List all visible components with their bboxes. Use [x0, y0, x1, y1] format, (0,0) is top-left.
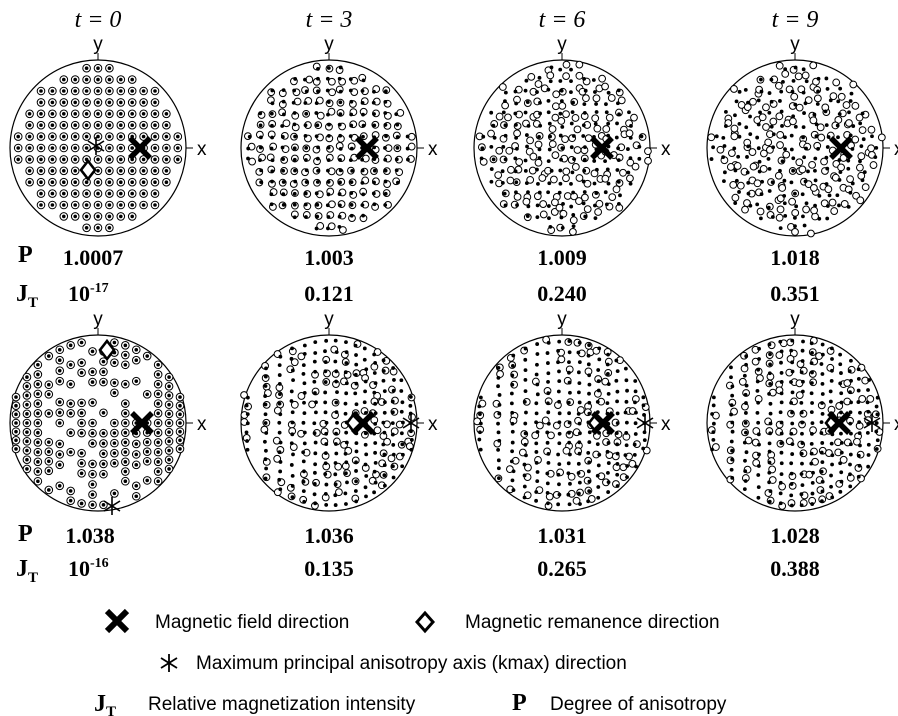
jt-label-row2: JT [16, 556, 38, 586]
jt-value-r2-c1: 0.135 [304, 556, 354, 581]
x-axis-label: x [894, 139, 898, 160]
jt-value-r1-c2: 0.240 [537, 281, 587, 306]
stereonet-r2-c1: yx [241, 309, 438, 511]
time-label-0: t = 0 [75, 7, 122, 33]
x-axis-label: x [661, 414, 671, 435]
jt-value-r1-c3: 0.351 [770, 281, 820, 306]
y-axis-label: y [790, 309, 800, 330]
stereonet-r1-c1: yx [241, 34, 438, 236]
p-value-r2-c3: 1.028 [770, 523, 820, 548]
y-axis-label: y [557, 34, 567, 55]
stereonet-r2-c3: yx [707, 309, 898, 511]
x-axis-label: x [428, 414, 438, 435]
legend-field-cross-icon [107, 611, 127, 631]
x-axis-label: x [197, 414, 207, 435]
p-value-r2-c1: 1.036 [304, 523, 354, 548]
stereonet-r2-c0: yx [10, 309, 207, 515]
legend-field-label: Magnetic field direction [155, 612, 349, 633]
p-value-r1-c1: 1.003 [304, 245, 354, 270]
time-label-2: t = 6 [539, 7, 586, 33]
time-label-3: t = 9 [772, 7, 819, 33]
jt-value-r2-c2: 0.265 [537, 556, 587, 581]
legend-kmax-asterisk-icon [161, 654, 177, 672]
legend-kmax-label: Maximum principal anisotropy axis (kmax)… [196, 653, 627, 674]
stereonet-r1-c3: yx [707, 34, 898, 237]
p-value-r1-c2: 1.009 [537, 245, 587, 270]
legend-p-label: Degree of anisotropy [550, 694, 727, 715]
legend-jt-label: Relative magnetization intensity [148, 694, 416, 715]
legend-remanence-diamond-icon [417, 613, 433, 631]
legend: Magnetic field direction Magnetic remane… [94, 611, 727, 716]
jt-value-r2-c0: 10-16 [68, 556, 109, 581]
y-axis-label: y [93, 34, 103, 55]
p-label-row1: P [18, 242, 33, 268]
y-axis-label: y [324, 34, 334, 55]
y-axis-label: y [93, 309, 103, 330]
p-value-r2-c2: 1.031 [537, 523, 587, 548]
p-value-r1-c3: 1.018 [770, 245, 820, 270]
x-axis-label: x [428, 139, 438, 160]
jt-value-r2-c3: 0.388 [770, 556, 820, 581]
p-label-row2: P [18, 521, 33, 547]
stereonet-r1-c0: yx [10, 34, 207, 236]
p-value-r1-c0: 1.0007 [63, 245, 124, 270]
jt-value-r1-c1: 0.121 [304, 281, 354, 306]
legend-jt-symbol: JT [94, 691, 116, 716]
x-axis-label: x [661, 139, 671, 160]
y-axis-label: y [557, 309, 567, 330]
jt-value-r1-c0: 10-17 [68, 281, 109, 306]
jt-label-row1: JT [16, 281, 38, 311]
stereonet-r1-c2: yx [474, 34, 671, 236]
y-axis-label: y [324, 309, 334, 330]
y-axis-label: y [790, 34, 800, 55]
x-axis-label: x [894, 414, 898, 435]
time-label-1: t = 3 [306, 7, 353, 33]
p-value-r2-c0: 1.038 [65, 523, 115, 548]
x-axis-label: x [197, 139, 207, 160]
stereonet-r2-c2: yx [474, 309, 671, 511]
legend-p-symbol: P [512, 690, 527, 716]
legend-remanence-label: Magnetic remanence direction [465, 612, 720, 633]
